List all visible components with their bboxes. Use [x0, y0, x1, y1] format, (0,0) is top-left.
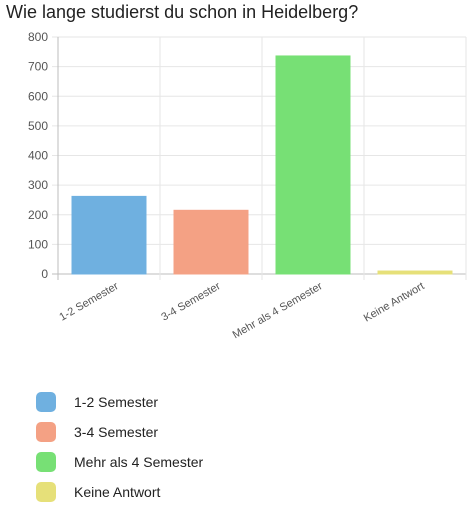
x-axis-ticks: 1-2 Semester 3-4 Semester Mehr als 4 Semes… [57, 280, 426, 341]
legend-label: 3-4 Semester [74, 424, 159, 440]
y-tick-label: 800 [28, 30, 48, 44]
legend-swatch [36, 452, 56, 472]
bar-chart: 0 100 200 300 400 500 600 700 800 1-2 Semester 3-… [28, 30, 467, 341]
legend: 1-2 Semester 3-4 Semester Mehr als 4 Sem… [36, 387, 203, 507]
legend-label: 1-2 Semester [74, 394, 159, 410]
bar-1-2-semester[interactable] [71, 195, 147, 275]
y-tick-label: 400 [28, 149, 48, 163]
y-tick-label: 200 [28, 208, 48, 222]
legend-item-mehr-als-4-semester[interactable]: Mehr als 4 Semester [36, 447, 203, 477]
legend-label: Mehr als 4 Semester [74, 454, 204, 470]
y-tick-label: 600 [28, 89, 48, 103]
legend-swatch [36, 482, 56, 502]
legend-item-1-2-semester[interactable]: 1-2 Semester [36, 387, 203, 417]
legend-label: Keine Antwort [74, 484, 161, 500]
bar-3-4-semester[interactable] [173, 209, 249, 275]
legend-item-keine-antwort[interactable]: Keine Antwort [36, 477, 203, 507]
x-tick-label: 1-2 Semester [57, 280, 120, 324]
bar-keine-antwort[interactable] [377, 270, 453, 275]
y-tick-label: 100 [28, 237, 48, 251]
y-tick-label: 700 [28, 60, 48, 74]
y-axis-ticks: 0 100 200 300 400 500 600 700 800 [28, 30, 48, 281]
x-tick-label: Keine Antwort [362, 280, 427, 324]
y-tick-label: 0 [41, 267, 48, 281]
bar-mehr-als-4-semester[interactable] [275, 55, 351, 275]
x-tick-label: Mehr als 4 Semester [231, 280, 325, 341]
legend-swatch [36, 392, 56, 412]
x-tick-label: 3-4 Semester [159, 280, 222, 324]
grid-lines [52, 36, 467, 280]
y-tick-label: 300 [28, 178, 48, 192]
y-tick-label: 500 [28, 119, 48, 133]
chart-title: Wie lange studierst du schon in Heidelbe… [6, 2, 359, 22]
bars [71, 55, 453, 275]
legend-swatch [36, 422, 56, 442]
legend-item-3-4-semester[interactable]: 3-4 Semester [36, 417, 203, 447]
